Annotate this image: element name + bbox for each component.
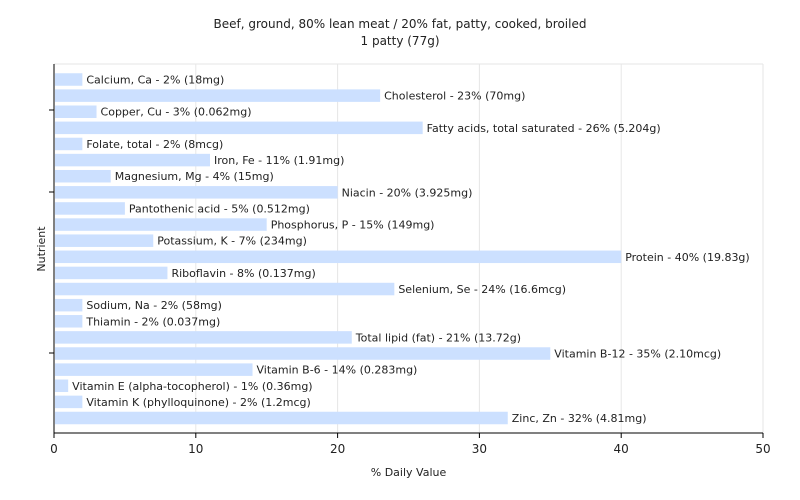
axes: 0 10 20 30 40 50	[49, 64, 771, 456]
bar-label: Riboflavin - 8% (0.137mg)	[171, 267, 315, 280]
bar-label: Folate, total - 2% (8mcg)	[86, 138, 223, 151]
x-tick-label: 0	[50, 442, 58, 456]
bar-label: Thiamin - 2% (0.037mg)	[85, 315, 220, 328]
y-axis-title: Nutrient	[35, 226, 48, 272]
bar-label: Potassium, K - 7% (234mg)	[157, 235, 307, 248]
bar	[55, 395, 83, 409]
bar-label: Calcium, Ca - 2% (18mg)	[86, 74, 224, 87]
chart-subtitle: 1 patty (77g)	[360, 34, 440, 48]
x-tick-label: 50	[755, 442, 770, 456]
bar-label: Selenium, Se - 24% (16.6mcg)	[398, 283, 566, 296]
bar-label: Fatty acids, total saturated - 26% (5.20…	[427, 122, 661, 135]
bar	[55, 186, 338, 199]
bar	[55, 202, 125, 215]
bar-label: Total lipid (fat) - 21% (13.72g)	[355, 331, 521, 344]
bar-label: Vitamin B-6 - 14% (0.283mg)	[257, 364, 418, 377]
bar-label: Vitamin K (phylloquinone) - 2% (1.2mcg)	[86, 396, 310, 409]
bar-label: Iron, Fe - 11% (1.91mg)	[214, 154, 344, 167]
bar-label: Phosphorus, P - 15% (149mg)	[271, 219, 435, 232]
x-tick-label: 20	[330, 442, 345, 456]
bar	[55, 234, 154, 247]
x-tick-label: 30	[472, 442, 487, 456]
bar	[55, 73, 83, 86]
chart-title-block: Beef, ground, 80% lean meat / 20% fat, p…	[0, 16, 800, 50]
bar	[55, 105, 97, 118]
bar-label: Zinc, Zn - 32% (4.81mg)	[512, 412, 647, 425]
x-tick-label: 40	[614, 442, 629, 456]
x-tick-label: 10	[188, 442, 203, 456]
grid	[54, 63, 764, 433]
bar-label: Protein - 40% (19.83g)	[625, 251, 750, 264]
bar	[55, 363, 253, 376]
bar-label: Magnesium, Mg - 4% (15mg)	[115, 170, 274, 183]
bar	[55, 153, 210, 167]
bar	[55, 121, 423, 135]
bar-label: Sodium, Na - 2% (58mg)	[86, 299, 222, 312]
bar	[55, 89, 381, 102]
bar-label: Niacin - 20% (3.925mg)	[342, 186, 473, 199]
bar	[55, 331, 352, 344]
bar-label: Vitamin E (alpha-tocopherol) - 1% (0.36m…	[72, 380, 312, 393]
bar	[55, 315, 83, 328]
bar	[55, 282, 395, 296]
bar-label: Copper, Cu - 3% (0.062mg)	[101, 106, 252, 119]
bar	[55, 250, 622, 264]
bar-label: Pantothenic acid - 5% (0.512mg)	[129, 202, 310, 215]
bar	[55, 266, 168, 280]
bars: Calcium, Ca - 2% (18mg) Cholesterol - 23%…	[55, 73, 750, 425]
bar	[55, 137, 83, 151]
bar-label: Vitamin B-12 - 35% (2.10mcg)	[554, 348, 721, 361]
bar-label: Cholesterol - 23% (70mg)	[384, 90, 525, 103]
bar	[55, 298, 83, 312]
bar	[55, 379, 69, 393]
bar	[55, 218, 267, 231]
chart-title: Beef, ground, 80% lean meat / 20% fat, p…	[213, 17, 587, 31]
bar	[55, 347, 551, 360]
bar	[55, 169, 111, 183]
bar	[55, 411, 508, 425]
x-axis-title: % Daily Value	[371, 466, 447, 479]
